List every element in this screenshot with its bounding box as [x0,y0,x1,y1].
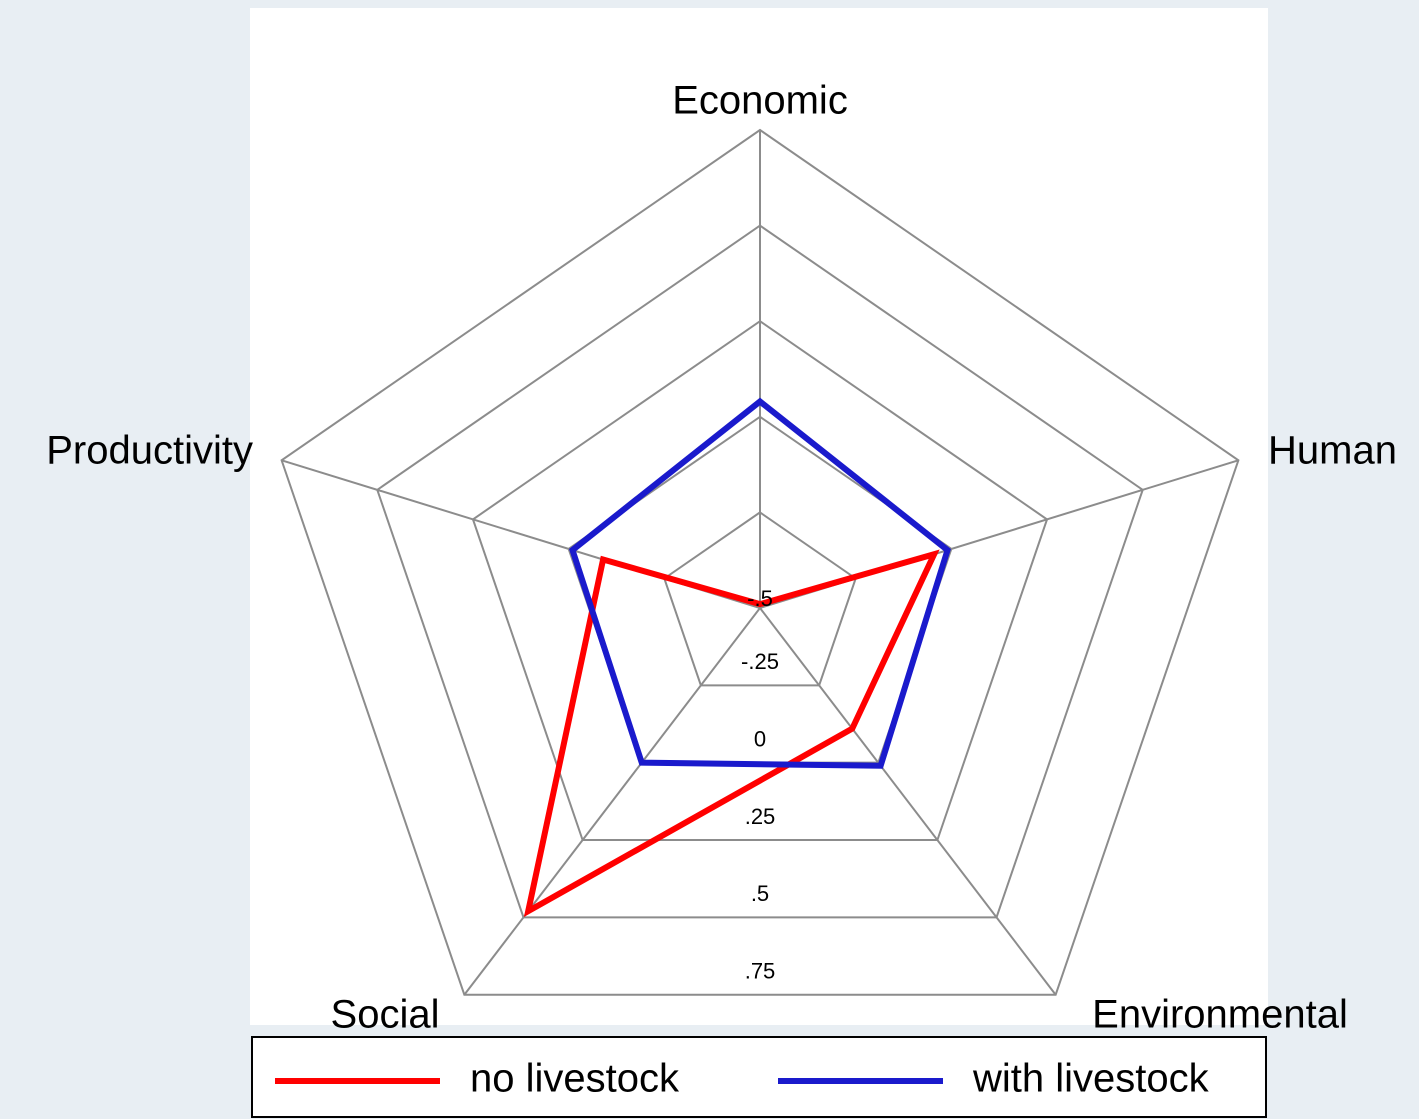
legend-label: no livestock [470,1057,680,1101]
tick-label: 0 [754,726,766,751]
axis-label: Social [331,993,440,1037]
grid-ring [280,128,1240,996]
legend-box [251,1036,1267,1118]
tick-label: .5 [751,881,769,906]
axis-label: Economic [672,79,848,123]
grid-ring [663,511,857,687]
axis-label: Environmental [1092,993,1348,1037]
tick-label: -.5 [747,586,773,611]
series-line [568,397,951,769]
tick-label: .25 [745,804,776,829]
axis-label: Productivity [46,429,253,473]
series-line [523,549,940,918]
spoke [463,607,761,996]
legend-label: with livestock [972,1057,1210,1101]
spoke [759,607,1057,996]
axis-label: Human [1268,429,1397,473]
grid-ring [376,224,1144,919]
tick-label: -.25 [741,649,779,674]
tick-label: .75 [745,959,776,984]
grid-ring [471,319,1049,842]
